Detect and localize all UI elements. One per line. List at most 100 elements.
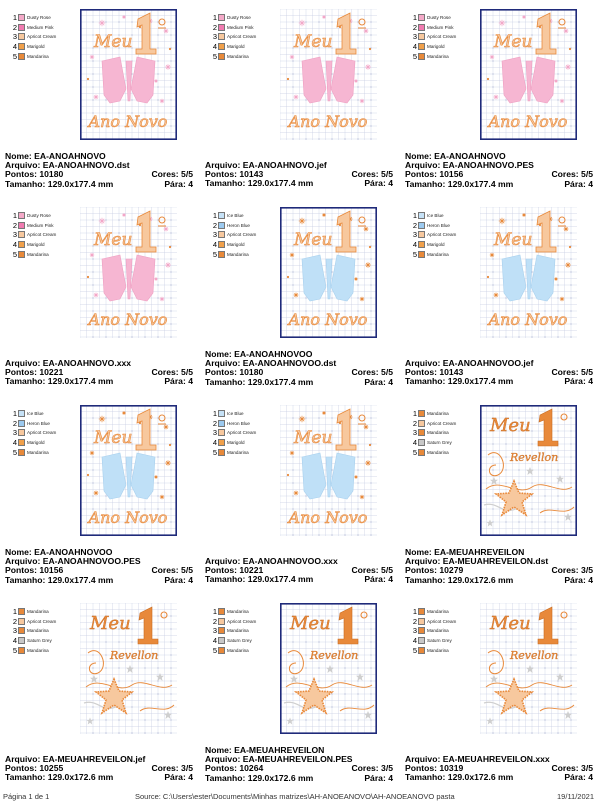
info-value-right: Pára: 4 (564, 178, 593, 189)
number-one (135, 408, 157, 451)
thread-color-item: 5 Mandarina (10, 51, 56, 61)
design-preview: Meu Revellon (80, 603, 177, 734)
info-line: Tamanho: 129.0x172.6 mm Pára: 4 (405, 575, 593, 585)
thread-color-swatch (218, 212, 225, 220)
thread-color-name: Mandarina (27, 628, 49, 634)
thread-color-swatch (18, 429, 25, 437)
thread-color-number: 4 (12, 438, 17, 448)
thread-color-number: 4 (212, 42, 217, 52)
thread-color-item: 4 Marigold (210, 240, 256, 250)
thread-color-name: Apricot Cream (27, 34, 57, 40)
thread-color-swatch (418, 617, 425, 625)
thread-color-item: 2 Heron Blue (410, 221, 456, 231)
design-info: Arquivo: EA-ANOAHNOVO.xxx Pontos: 10221 Co… (5, 358, 193, 387)
thread-color-name: Ice Blue (27, 411, 44, 417)
thread-color-number: 3 (212, 428, 217, 438)
info-label: Arquivo: EA-MEUAHREVEILON.PES (205, 754, 353, 765)
thread-color-number: 5 (12, 51, 17, 61)
thread-color-number: 4 (212, 438, 217, 448)
design-card: 1 Ice Blue 2 Heron Blue 3 Apricot Cream 4 Marig… (200, 396, 400, 594)
thread-color-name: Marigold (27, 44, 45, 50)
info-label: Tamanho: 129.0x177.4 mm (5, 376, 114, 387)
thread-color-swatch (418, 410, 425, 418)
info-label: Pontos: 10319 (405, 763, 464, 774)
info-label: Pontos: 10143 (205, 169, 264, 180)
thread-color-item: 5 Mandarina (10, 249, 56, 259)
thread-color-swatch (18, 419, 25, 427)
info-label: Nome: EA-ANOAHNOVO (405, 151, 506, 161)
thread-color-item: 1 Mandarina (410, 409, 456, 419)
swirl-ornament (83, 650, 175, 712)
thread-color-number: 1 (12, 211, 17, 221)
thread-color-item: 1 Ice Blue (210, 409, 256, 419)
design-word-meu: Meu (93, 428, 132, 448)
thread-color-name: Mandarina (427, 628, 449, 634)
info-label: Arquivo: EA-ANOAHNOVOO.dst (205, 358, 337, 369)
thread-color-swatch (418, 429, 425, 437)
thread-color-number: 2 (12, 22, 17, 32)
design-info: Arquivo: EA-ANOAHNOVO.jef Pontos: 10143 Co… (205, 160, 393, 189)
design-card: 1 Dusty Rose 2 Medium Pink 3 Apricot Cream 4 Ma… (400, 0, 600, 198)
info-label: Arquivo: EA-MEUAHREVEILON.dst (405, 556, 549, 567)
thread-color-swatch (18, 231, 25, 239)
thread-color-swatch (418, 33, 425, 41)
thread-color-name: Mandarina (27, 609, 49, 615)
info-line: Tamanho: 129.0x177.4 mm Pára: 4 (205, 377, 393, 387)
thread-color-swatch (418, 52, 425, 60)
thread-color-number: 3 (412, 428, 417, 438)
thread-color-name: Apricot Cream (427, 34, 457, 40)
thread-color-number: 1 (412, 211, 417, 221)
star-ornament (93, 676, 135, 715)
info-line: Tamanho: 129.0x177.4 mm Pára: 4 (205, 179, 393, 188)
thread-color-item: 1 Mandarina (10, 607, 56, 617)
thread-color-name: Mandarina (427, 647, 449, 653)
info-line: Pontos: 10180 Cores: 5/5 (205, 368, 393, 377)
thread-color-swatch (418, 439, 425, 447)
number-one (535, 12, 557, 55)
thread-color-name: Saturn Grey (227, 638, 252, 644)
thread-color-item: 3 Apricot Cream (210, 428, 257, 438)
thread-color-name: Marigold (427, 44, 445, 50)
thread-color-swatch (18, 250, 25, 258)
info-label: Pontos: 10264 (205, 763, 264, 774)
thread-color-item: 4 Saturn Grey (410, 636, 456, 646)
thread-color-item: 2 Heron Blue (210, 419, 256, 429)
thread-color-number: 1 (212, 409, 217, 419)
thread-color-name: Apricot Cream (427, 232, 457, 238)
thread-color-list: 1 Ice Blue 2 Heron Blue 3 Apricot Cream 4 Marig… (210, 409, 257, 457)
thread-color-item: 1 Mandarina (410, 607, 456, 617)
thread-color-number: 1 (212, 211, 217, 221)
design-info: Nome: EA-ANOAHNOVOO Arquivo: EA-ANOAHNOVO… (5, 547, 193, 585)
thread-color-number: 3 (12, 626, 17, 636)
design-word-meu: Meu (293, 230, 332, 250)
thread-color-item: 3 Apricot Cream (10, 230, 57, 240)
info-value-right: Cores: 3/5 (351, 763, 393, 774)
thread-color-name: Marigold (427, 242, 445, 248)
thread-color-number: 2 (212, 616, 217, 626)
thread-color-item: 2 Apricot Cream (210, 616, 257, 627)
thread-color-name: Dusty Rose (27, 15, 51, 21)
thread-color-swatch (218, 221, 225, 229)
info-line: Pontos: 10221 Cores: 5/5 (5, 367, 193, 377)
design-info: Arquivo: EA-ANOAHNOVOO.xxx Pontos: 10221 C… (205, 556, 393, 585)
champagne-glasses (301, 452, 356, 500)
thread-color-name: Mandarina (427, 411, 449, 417)
thread-color-item: 4 Marigold (410, 42, 456, 52)
thread-color-item: 3 Apricot Cream (10, 428, 57, 438)
info-label: Arquivo: EA-ANOAHNOVO.jef (205, 160, 327, 170)
thread-color-swatch (418, 646, 425, 654)
info-value-right: Pára: 4 (564, 376, 593, 387)
design-preview: Meu Revellon (480, 603, 577, 734)
hoop-grid (80, 603, 177, 734)
champagne-glasses (301, 56, 356, 104)
info-line: Nome: EA-MEUAHREVEILON (405, 547, 593, 557)
info-label: Pontos: 10221 (205, 565, 264, 576)
thread-color-name: Medium Pink (427, 24, 454, 30)
thread-color-name: Mandarina (427, 430, 449, 436)
info-label: Pontos: 10180 (5, 169, 64, 180)
thread-color-name: Apricot Cream (227, 34, 257, 40)
thread-color-number: 1 (12, 13, 17, 23)
design-preview: Meu Ano Novo (80, 405, 177, 536)
thread-color-name: Apricot Cream (27, 430, 57, 436)
thread-color-name: Mandarina (27, 251, 49, 257)
